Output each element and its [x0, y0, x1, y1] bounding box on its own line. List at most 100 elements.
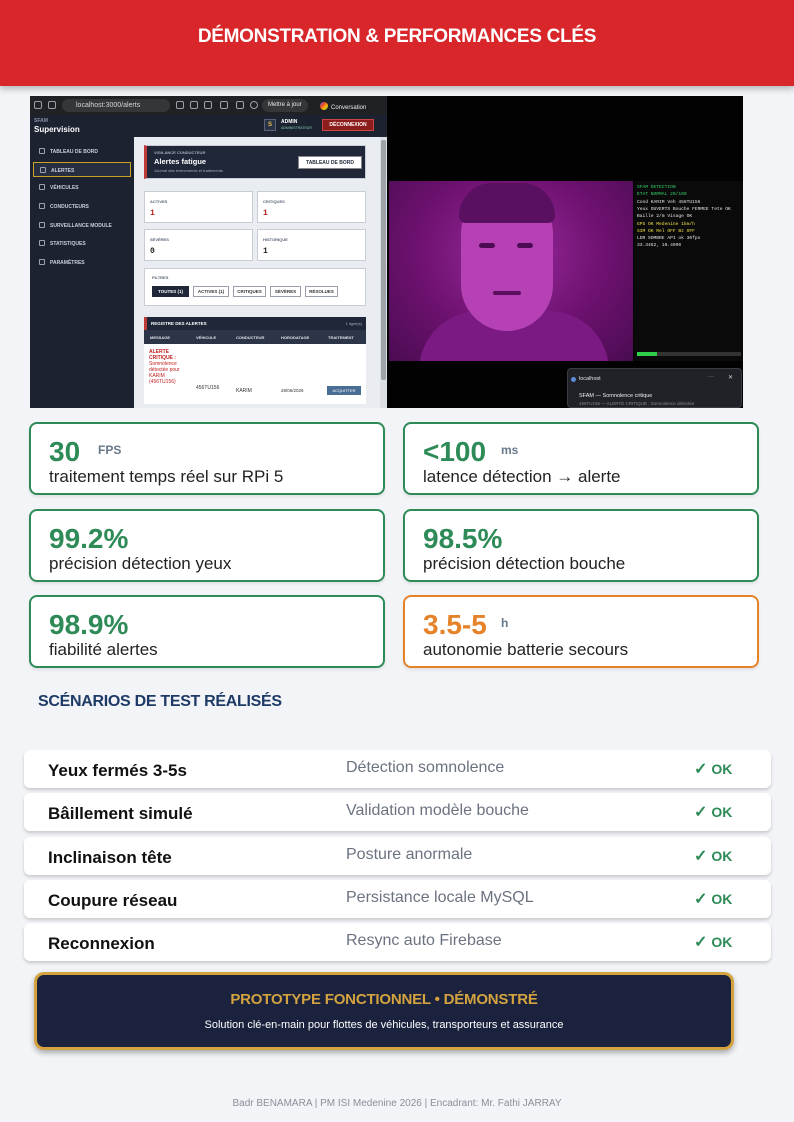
stat-card-critical: CRITIQUES 1 — [257, 191, 366, 223]
filter-chip-critical[interactable]: CRITIQUES — [233, 286, 266, 297]
filter-chip-all[interactable]: TOUTES (1) — [152, 286, 189, 297]
sidebar-item-monitoring[interactable]: SURVEILLANCE MODULE — [33, 218, 131, 233]
kpi-label: traitement temps réel sur RPi 5 — [49, 467, 284, 486]
list-item: Coupure réseau Persistance locale MySQL … — [24, 880, 771, 918]
hud-line: Baille 2/m Visage OK — [637, 214, 693, 220]
sidebar-item-drivers[interactable]: CONDUCTEURS — [33, 199, 131, 214]
notification-toast[interactable]: localhost ··· ✕ SFAM — Somnolence critiq… — [567, 368, 742, 408]
alert-driver: KARIM — [236, 388, 252, 394]
hud-line: SFAM DETECTION — [637, 185, 676, 190]
kpi-value: 98.9% — [49, 609, 129, 640]
list-item: Bâillement simulé Validation modèle bouc… — [24, 793, 771, 831]
prototype-banner: PROTOTYPE FONCTIONNEL • DÉMONSTRÉ Soluti… — [34, 972, 734, 1050]
detection-hud: SFAM DETECTION ETAT NORMAL 20/100 Cond KAR… — [634, 181, 743, 361]
scrollbar[interactable] — [380, 137, 387, 408]
driver-hair — [459, 183, 555, 223]
logout-button[interactable]: DÉCONNEXION — [322, 119, 374, 131]
alert-message-title: ALERTE CRITIQUE : — [149, 349, 176, 361]
demo-screenshot: localhost:3000/alerts Mettre à jour Conv… — [30, 96, 743, 408]
more-icon[interactable]: ··· — [708, 374, 714, 380]
users-icon — [39, 203, 45, 209]
filter-chip-active[interactable]: ACTIVES (1) — [193, 286, 229, 297]
stat-card-active: ACTIVES 1 — [144, 191, 253, 223]
shield-icon — [39, 222, 45, 228]
update-button[interactable]: Mettre à jour — [262, 99, 308, 112]
refresh-icon[interactable] — [48, 101, 56, 109]
detection-level-fill — [637, 352, 657, 356]
scenario-desc: Détection somnolence — [346, 759, 505, 776]
filter-chip-severe[interactable]: SÉVÈRES — [270, 286, 301, 297]
filters-label: FILTRES — [152, 275, 169, 280]
scenario-name: Reconnexion — [48, 934, 155, 953]
kpi-card-fps: 30 FPS traitement temps réel sur RPi 5 — [29, 422, 385, 495]
avatar[interactable]: S — [264, 119, 276, 131]
toast-sub: 456TU156 — ALERTE CRITIQUE : Somnolence … — [579, 401, 695, 406]
stat-label: ACTIVES — [150, 199, 168, 204]
back-icon[interactable] — [34, 101, 42, 109]
scenario-status: ✓ OK — [694, 848, 733, 865]
kpi-unit: FPS — [98, 443, 122, 457]
sidebar-item-vehicles[interactable]: VÉHICULES — [33, 180, 131, 195]
register-header: REGISTRE DES ALERTES 1 ligne(s) — [144, 317, 366, 330]
list-item: Inclinaison tête Posture anormale ✓ OK — [24, 837, 771, 875]
check-icon: ✓ — [694, 891, 708, 908]
hero-kicker: VIGILANCE CONDUCTEUR — [154, 150, 206, 155]
scenario-desc: Posture anormale — [346, 846, 473, 863]
kpi-unit: ms — [501, 443, 519, 457]
stat-card-history: HISTORIQUE 1 — [257, 229, 366, 261]
stat-value: 1 — [263, 209, 268, 218]
detection-level-bar — [637, 352, 741, 356]
hud-line: 33.3462, 10.4990 — [637, 243, 682, 249]
stat-value: 0 — [150, 247, 155, 256]
stat-label: HISTORIQUE — [263, 237, 288, 242]
check-icon: ✓ — [694, 934, 708, 951]
kpi-label: autonomie batterie secours — [423, 640, 629, 659]
kpi-unit: h — [501, 616, 509, 630]
stat-value: 1 — [263, 247, 268, 256]
alert-message-body: Somnolence détectée pour KARIM (456TU156… — [149, 361, 180, 385]
kpi-card-latency: <100 ms latence détection → alerte — [403, 422, 759, 495]
favorites-icon[interactable] — [236, 101, 244, 109]
hero-subtitle: Journal des événements et traitements — [154, 168, 223, 173]
filter-chip-resolved[interactable]: RÉSOLUES — [305, 286, 338, 297]
stat-label: SÉVÈRES — [150, 237, 169, 242]
kpi-value: 98.5% — [423, 523, 503, 554]
user-name: ADMIN — [281, 119, 298, 125]
app-topbar: S ADMIN ADMINISTRATEUR DÉCONNEXION — [134, 115, 387, 137]
kpi-label: latence détection → alerte — [423, 467, 621, 486]
scenario-status: ✓ OK — [694, 761, 733, 778]
header-banner: DÉMONSTRATION & PERFORMANCES CLÉS — [0, 0, 794, 86]
extensions-icon[interactable] — [220, 101, 228, 109]
sidebar-item-alerts[interactable]: ALERTES — [33, 162, 131, 177]
gear-icon — [39, 259, 45, 265]
sidebar-item-dashboard[interactable]: TABLEAU DE BORD — [33, 144, 131, 159]
truck-icon — [39, 184, 45, 190]
sidebar-item-settings[interactable]: PARAMÈTRES — [33, 255, 131, 270]
chart-icon — [39, 240, 45, 246]
scenario-desc: Validation modèle bouche — [346, 802, 529, 819]
star-icon[interactable] — [204, 101, 212, 109]
sidebar-item-stats[interactable]: STATISTIQUES — [33, 236, 131, 251]
register-count: 1 ligne(s) — [345, 321, 362, 326]
browser-window: localhost:3000/alerts Mettre à jour Conv… — [30, 96, 387, 408]
profile-icon[interactable] — [250, 101, 258, 109]
zoom-icon[interactable] — [190, 101, 198, 109]
alert-message: ALERTE CRITIQUE : Somnolence détectée po… — [149, 349, 189, 385]
tab-icon[interactable] — [176, 101, 184, 109]
scrollbar-thumb[interactable] — [381, 140, 386, 380]
kpi-label: précision détection bouche — [423, 554, 626, 573]
hero-title: Alertes fatigue — [154, 157, 207, 166]
conversation-button[interactable]: Conversation — [320, 99, 366, 112]
close-icon[interactable]: ✕ — [728, 375, 734, 381]
acknowledge-button[interactable]: ACQUITTER — [327, 386, 361, 395]
scenario-status: ✓ OK — [694, 891, 733, 908]
alert-vehicle: 456TU156 — [196, 385, 220, 391]
user-role: ADMINISTRATEUR — [281, 126, 312, 130]
url-bar[interactable]: localhost:3000/alerts — [62, 99, 170, 112]
col-timestamp: HORODATAGE — [281, 335, 310, 340]
kpi-card-mouth-precision: 98.5% précision détection bouche — [403, 509, 759, 582]
dashboard-button[interactable]: TABLEAU DE BORD — [298, 156, 362, 169]
hud-line: Cond KARIM Veh 456TU156 — [637, 199, 701, 205]
kpi-value: <100 — [423, 436, 487, 467]
scenario-status: ✓ OK — [694, 804, 733, 821]
